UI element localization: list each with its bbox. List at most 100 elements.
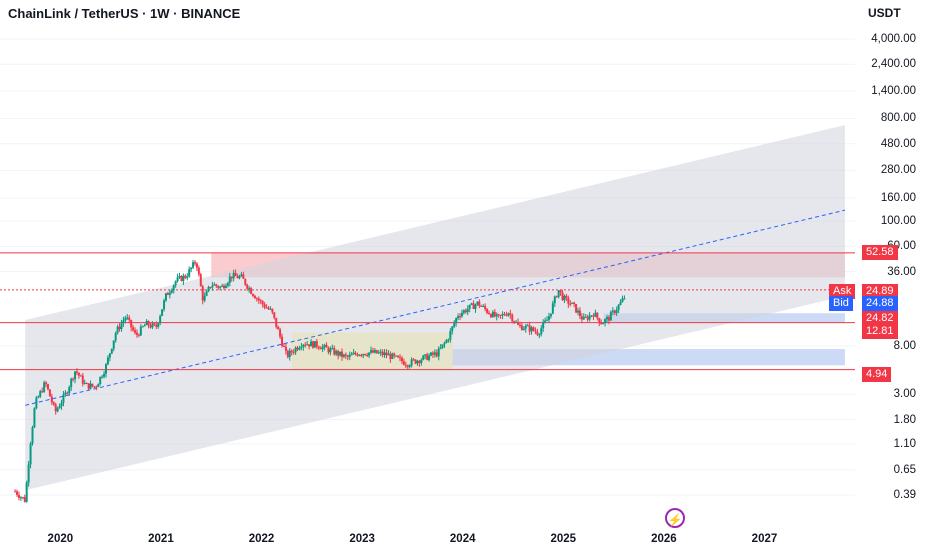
candle-body [79, 375, 82, 377]
candle-body [395, 355, 398, 357]
candle-body [197, 267, 200, 275]
candle-body [166, 293, 169, 295]
candle-body [161, 309, 164, 316]
candle-body [311, 341, 314, 348]
candle-body [509, 313, 512, 315]
candle-body [261, 301, 264, 305]
candle-body [507, 313, 510, 316]
candle-body [39, 391, 42, 397]
candle-body [604, 319, 607, 324]
candle-body [124, 317, 127, 321]
candle-body [559, 290, 562, 293]
candle-body [424, 354, 427, 356]
candle-body [122, 320, 125, 324]
candle-body [406, 365, 409, 367]
candle-body [93, 386, 96, 388]
candle-body [41, 391, 44, 393]
candle-body [25, 482, 28, 502]
price-tag: 4.94 [862, 367, 892, 382]
candle-body [335, 350, 338, 355]
candle-body [213, 284, 216, 286]
candle-body [23, 497, 26, 502]
candle-body [217, 286, 220, 288]
candle-body [370, 350, 373, 353]
candle-body [373, 350, 376, 353]
candle-body [221, 285, 224, 287]
candle-body [462, 310, 465, 313]
candle-body [542, 322, 545, 329]
candle-body [598, 318, 601, 323]
x-tick-label: 2022 [248, 533, 275, 545]
candle-body [366, 355, 369, 357]
lightning-bolt-icon[interactable]: ⚡ [665, 508, 685, 528]
candle-body [389, 353, 392, 359]
candle-body [54, 404, 57, 412]
candle-body [296, 347, 299, 350]
candle-body [327, 347, 330, 353]
candle-body [163, 300, 166, 310]
candle-body [116, 326, 119, 333]
candle-body [544, 320, 547, 323]
candle-body [606, 317, 609, 320]
candle-body [594, 312, 597, 317]
candle-body [164, 293, 167, 301]
candle-body [193, 262, 196, 264]
candle-body [240, 274, 243, 277]
candle-body [176, 277, 179, 282]
candle-body [339, 351, 342, 356]
candle-body [45, 382, 48, 385]
candle-body [201, 286, 204, 301]
candle-body [480, 305, 483, 307]
candle-body [279, 329, 282, 337]
candle-body [623, 298, 626, 300]
candle-body [323, 344, 326, 347]
candle-body [226, 282, 229, 286]
candle-body [449, 331, 452, 340]
candle-body [91, 383, 94, 387]
candle-body [412, 359, 415, 361]
candle-body [532, 327, 535, 331]
candle-body [410, 359, 413, 366]
candle-body [526, 325, 529, 327]
candle-body [248, 288, 251, 290]
candle-body [114, 332, 117, 341]
candle-body [472, 303, 475, 309]
candle-body [600, 322, 603, 325]
candle-body [536, 331, 539, 335]
candle-body [524, 325, 527, 329]
candle-body [186, 276, 189, 278]
candle-body [184, 275, 187, 278]
y-tick-label: 280.00 [880, 164, 916, 177]
candle-body [215, 284, 218, 287]
y-tick-label: 3.00 [893, 388, 916, 401]
candle-body [435, 352, 438, 357]
candle-body [342, 354, 345, 357]
candle-body [565, 295, 568, 298]
candle-body [569, 303, 572, 305]
candle-body [571, 302, 574, 304]
candle-body [443, 342, 446, 345]
candle-body [263, 304, 266, 308]
candle-body [48, 389, 51, 397]
y-tick-label: 1,400.00 [871, 84, 916, 97]
candle-body [484, 305, 487, 310]
candle-body [511, 314, 514, 322]
candle-body [149, 325, 152, 328]
candle-body [257, 298, 260, 301]
candle-body [575, 303, 578, 313]
candle-body [584, 316, 587, 318]
candle-body [433, 352, 436, 355]
candle-body [290, 350, 293, 353]
candle-body [101, 376, 104, 378]
candle-body [578, 310, 581, 317]
candle-body [455, 318, 458, 324]
candle-body [182, 275, 185, 282]
candle-body [495, 314, 498, 317]
candle-body [232, 272, 235, 279]
candle-body [315, 341, 318, 347]
candle-body [348, 354, 351, 357]
candle-body [491, 311, 494, 318]
candle-body [252, 294, 255, 296]
candle-body [275, 317, 278, 327]
